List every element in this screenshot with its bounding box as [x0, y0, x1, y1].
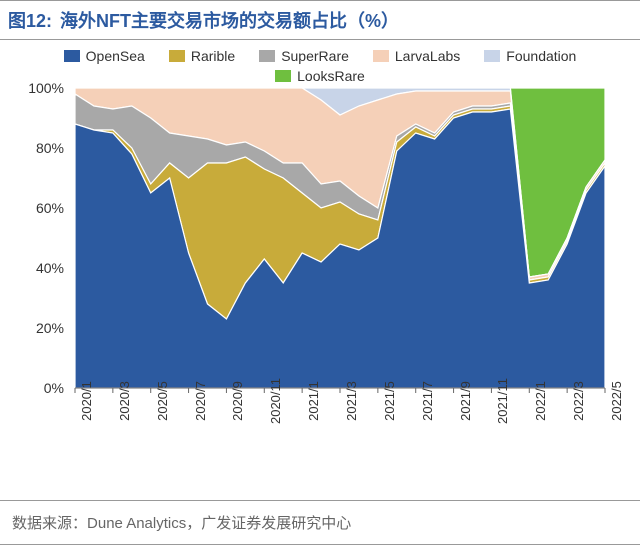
title-bar: 图12: 海外NFT主要交易市场的交易额占比（%） [0, 0, 640, 40]
legend-swatch [259, 50, 275, 62]
y-axis-label: 100% [28, 80, 64, 96]
legend-swatch [64, 50, 80, 62]
legend-swatch [484, 50, 500, 62]
x-axis-label: 2020/5 [155, 381, 170, 421]
figure-label: 图12: [8, 7, 52, 33]
legend-item: SuperRare [259, 48, 349, 64]
x-axis-label: 2021/5 [382, 381, 397, 421]
x-axis-labels: 2020/12020/32020/52020/72020/92020/11202… [75, 393, 605, 463]
legend-swatch [373, 50, 389, 62]
legend-item: OpenSea [64, 48, 145, 64]
x-axis-label: 2020/7 [193, 381, 208, 421]
legend-item: LooksRare [275, 68, 365, 84]
chart-area: 0%20%40%60%80%100% 2020/12020/32020/5202… [20, 88, 620, 468]
legend: OpenSea Rarible SuperRare LarvaLabs Foundati… [0, 40, 640, 88]
legend-item: Foundation [484, 48, 576, 64]
legend-label: SuperRare [281, 48, 349, 64]
x-axis-label: 2021/9 [458, 381, 473, 421]
x-axis-label: 2022/1 [533, 381, 548, 421]
x-axis-label: 2022/3 [571, 381, 586, 421]
x-axis-label: 2021/1 [306, 381, 321, 421]
x-axis-label: 2020/1 [79, 381, 94, 421]
source-text: Dune Analytics，广发证券发展研究中心 [87, 512, 351, 533]
source-bar: 数据来源： Dune Analytics，广发证券发展研究中心 [0, 500, 640, 545]
y-axis-labels: 0%20%40%60%80%100% [20, 88, 70, 388]
legend-label: LarvaLabs [395, 48, 460, 64]
x-axis-label: 2020/11 [268, 378, 283, 424]
legend-label: OpenSea [86, 48, 145, 64]
x-axis-label: 2021/11 [495, 378, 510, 424]
x-axis-label: 2020/3 [117, 381, 132, 421]
legend-item: LarvaLabs [373, 48, 460, 64]
stacked-area-chart [20, 88, 620, 398]
legend-label: LooksRare [297, 68, 365, 84]
figure-title: 海外NFT主要交易市场的交易额占比（%） [60, 7, 399, 33]
x-axis-label: 2021/7 [420, 381, 435, 421]
source-label: 数据来源： [12, 512, 87, 533]
legend-swatch [169, 50, 185, 62]
legend-swatch [275, 70, 291, 82]
figure-container: 图12: 海外NFT主要交易市场的交易额占比（%） OpenSea Rarible… [0, 0, 640, 545]
x-axis-label: 2022/5 [609, 381, 624, 421]
y-axis-label: 80% [36, 140, 64, 156]
legend-item: Rarible [169, 48, 235, 64]
x-axis-label: 2021/3 [344, 381, 359, 421]
y-axis-label: 40% [36, 260, 64, 276]
legend-label: Rarible [191, 48, 235, 64]
x-axis-label: 2020/9 [230, 381, 245, 421]
y-axis-label: 20% [36, 320, 64, 336]
y-axis-label: 60% [36, 200, 64, 216]
y-axis-label: 0% [44, 380, 64, 396]
legend-label: Foundation [506, 48, 576, 64]
